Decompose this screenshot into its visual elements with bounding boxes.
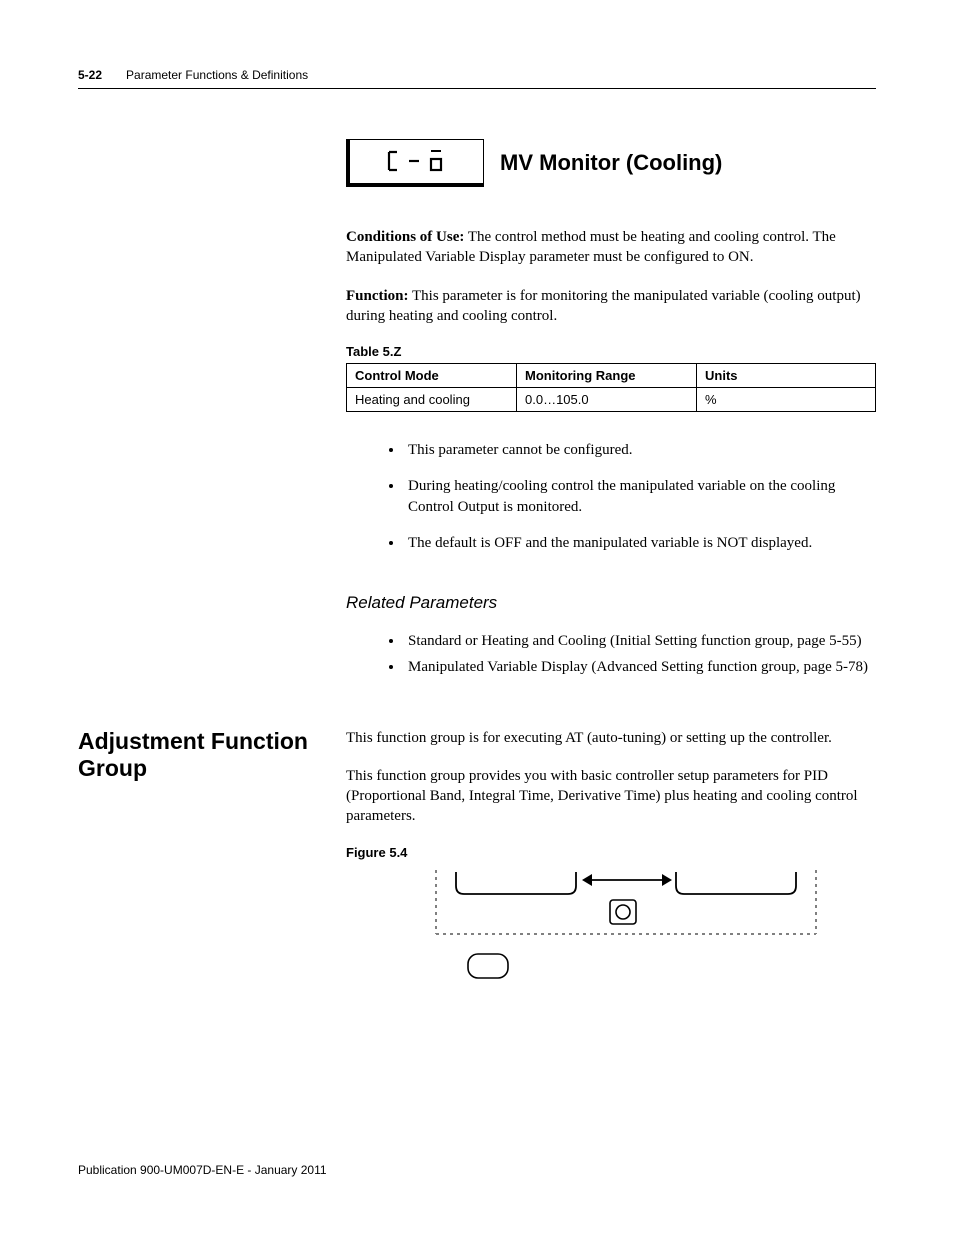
conditions-paragraph: Conditions of Use: The control method mu…	[346, 227, 876, 268]
list-item: Standard or Heating and Cooling (Initial…	[404, 631, 876, 651]
table-caption: Table 5.Z	[346, 344, 876, 359]
list-item: This parameter cannot be configured.	[404, 440, 876, 460]
parameter-title: MV Monitor (Cooling)	[500, 150, 722, 176]
related-parameters-heading: Related Parameters	[346, 593, 876, 613]
table-cell: 0.0…105.0	[517, 388, 697, 412]
segment-display-box	[346, 139, 484, 187]
table-cell: Heating and cooling	[347, 388, 517, 412]
segment-glyph-icon	[387, 148, 447, 176]
parameter-table: Control Mode Monitoring Range Units Heat…	[346, 363, 876, 412]
table-header-row: Control Mode Monitoring Range Units	[347, 364, 876, 388]
table-cell: %	[697, 388, 876, 412]
adjustment-section: Adjustment Function Group This function …	[78, 728, 876, 996]
section-para-2: This function group provides you with ba…	[346, 766, 876, 827]
section-para-1: This function group is for executing AT …	[346, 728, 876, 748]
chapter-title: Parameter Functions & Definitions	[126, 68, 308, 82]
related-list: Standard or Heating and Cooling (Initial…	[404, 631, 876, 678]
section-heading: Adjustment Function Group	[78, 728, 346, 996]
function-text: This parameter is for monitoring the man…	[346, 288, 861, 324]
publication-footer: Publication 900-UM007D-EN-E - January 20…	[78, 1163, 327, 1177]
page-number: 5-22	[78, 68, 102, 82]
function-label: Function:	[346, 288, 409, 304]
table-col-header: Units	[697, 364, 876, 388]
list-item: Manipulated Variable Display (Advanced S…	[404, 657, 876, 677]
list-item: During heating/cooling control the manip…	[404, 476, 876, 517]
notes-list: This parameter cannot be configured. Dur…	[404, 440, 876, 553]
parameter-heading-row: MV Monitor (Cooling)	[346, 139, 876, 187]
table-row: Heating and cooling 0.0…105.0 %	[347, 388, 876, 412]
table-col-header: Control Mode	[347, 364, 517, 388]
conditions-label: Conditions of Use:	[346, 229, 464, 245]
header-rule	[78, 88, 876, 89]
function-paragraph: Function: This parameter is for monitori…	[346, 286, 876, 327]
figure-diagram	[376, 866, 846, 996]
page-header: 5-22 Parameter Functions & Definitions	[78, 68, 876, 82]
figure-caption: Figure 5.4	[346, 845, 876, 860]
table-col-header: Monitoring Range	[517, 364, 697, 388]
list-item: The default is OFF and the manipulated v…	[404, 533, 876, 553]
